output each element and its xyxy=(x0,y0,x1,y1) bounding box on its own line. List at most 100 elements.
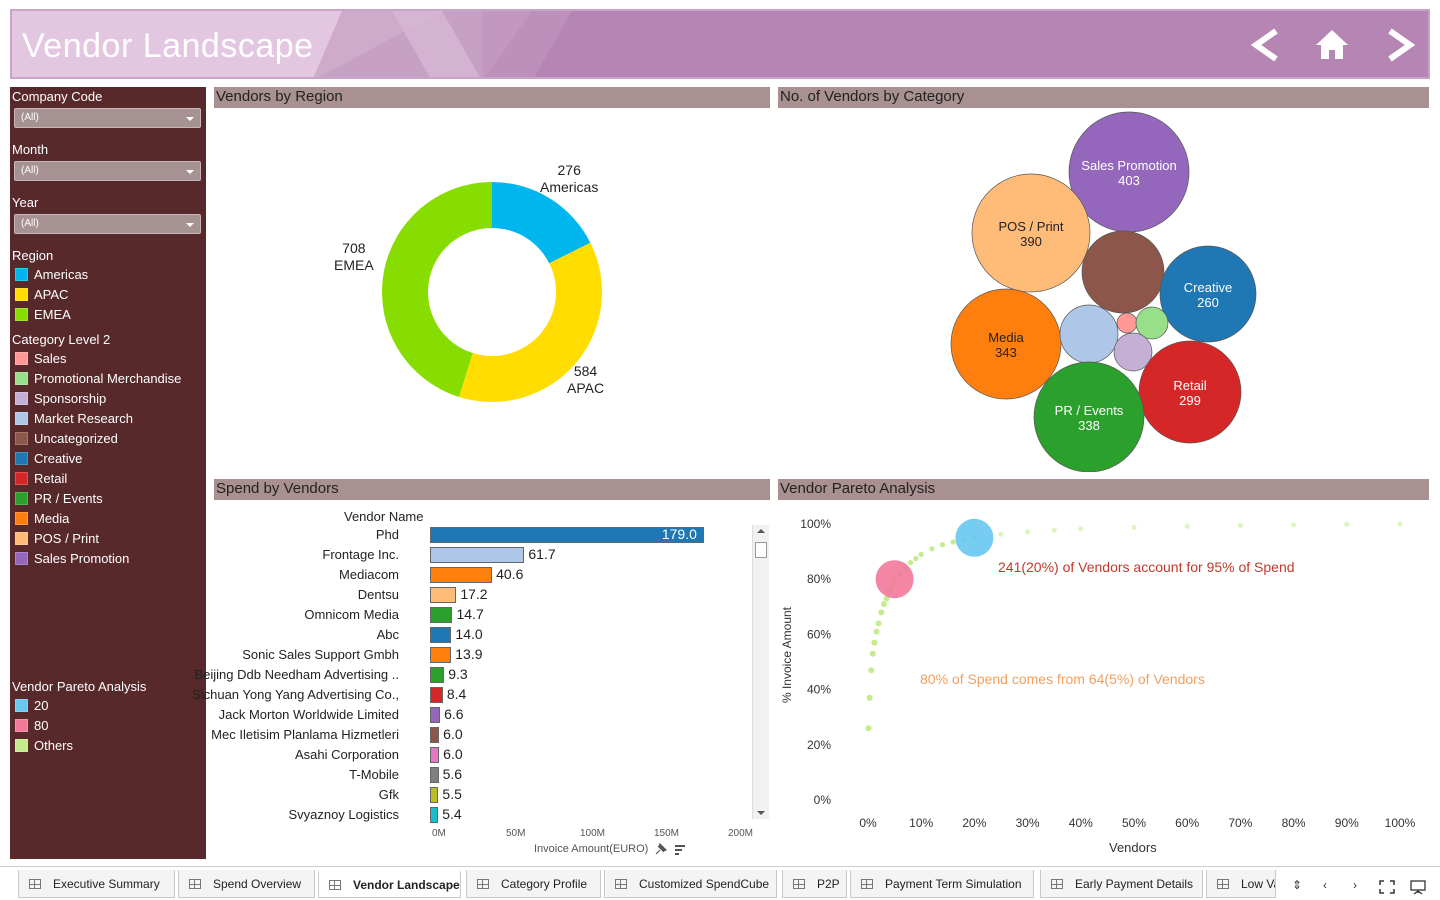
legend-item-americas[interactable]: Americas xyxy=(15,265,88,283)
pareto-point[interactable] xyxy=(998,531,1004,537)
forward-button[interactable] xyxy=(1378,25,1422,65)
pareto-point[interactable] xyxy=(1344,521,1350,527)
spend-bar[interactable] xyxy=(430,747,440,763)
spend-bar[interactable] xyxy=(430,587,457,603)
pareto-point[interactable] xyxy=(878,609,885,616)
spend-bar[interactable] xyxy=(430,767,439,783)
pareto-point[interactable] xyxy=(1078,526,1084,532)
bubble-promotional-merchandise[interactable] xyxy=(1135,306,1169,340)
bubble-sponsorship[interactable] xyxy=(1113,332,1153,372)
legend-item-creative[interactable]: Creative xyxy=(15,449,82,467)
pareto-point[interactable] xyxy=(880,601,887,608)
spend-bar[interactable] xyxy=(430,807,439,823)
bar-scrollbar[interactable] xyxy=(752,525,769,819)
spend-bar[interactable] xyxy=(430,627,452,643)
spend-bar[interactable] xyxy=(430,667,445,683)
bar-row-jack-morton-worldwide-limited[interactable]: Jack Morton Worldwide Limited 6.6 xyxy=(214,705,744,725)
tab-customized-spendcube[interactable]: Customized SpendCube xyxy=(604,870,777,898)
spend-bar[interactable] xyxy=(430,527,704,543)
scroll-up-icon[interactable] xyxy=(757,529,765,533)
pareto-point[interactable] xyxy=(929,546,935,552)
donut-slice-apac[interactable] xyxy=(459,242,602,402)
legend-item-80[interactable]: 80 xyxy=(15,716,48,734)
spend-bar[interactable] xyxy=(430,687,443,703)
bar-row-asahi-corporation[interactable]: Asahi Corporation 6.0 xyxy=(214,745,744,765)
legend-item-market-research[interactable]: Market Research xyxy=(15,409,133,427)
legend-item-sales[interactable]: Sales xyxy=(15,349,67,367)
year-dropdown[interactable]: (All) xyxy=(14,214,201,234)
spend-bar[interactable] xyxy=(430,607,453,623)
pareto-point[interactable] xyxy=(873,628,880,635)
pareto-point[interactable] xyxy=(1131,524,1137,530)
legend-item-uncategorized[interactable]: Uncategorized xyxy=(15,429,118,447)
legend-item-pos-print[interactable]: POS / Print xyxy=(15,529,99,547)
legend-item-media[interactable]: Media xyxy=(15,509,69,527)
pareto-point[interactable] xyxy=(913,555,919,562)
tab-next-icon[interactable]: › xyxy=(1353,878,1357,892)
legend-item-apac[interactable]: APAC xyxy=(15,285,68,303)
pareto-highlight-20[interactable] xyxy=(955,518,994,557)
legend-item-emea[interactable]: EMEA xyxy=(15,305,71,323)
legend-item-retail[interactable]: Retail xyxy=(15,469,67,487)
scroll-down-icon[interactable] xyxy=(757,811,765,815)
spend-bar[interactable] xyxy=(430,787,439,803)
bar-row-omnicom-media[interactable]: Omnicom Media 14.7 xyxy=(214,605,744,625)
bubble-uncategorized[interactable] xyxy=(1081,230,1165,314)
donut-slice-americas[interactable] xyxy=(492,182,591,264)
scroll-thumb[interactable] xyxy=(755,542,767,558)
legend-item-sales-promotion[interactable]: Sales Promotion xyxy=(15,549,129,567)
pareto-point[interactable] xyxy=(868,667,875,674)
pareto-highlight-80[interactable] xyxy=(875,560,914,599)
spend-bar[interactable] xyxy=(430,567,493,583)
legend-item-20[interactable]: 20 xyxy=(15,696,48,714)
home-button[interactable] xyxy=(1310,25,1354,65)
tab-early-payment-details[interactable]: Early Payment Details xyxy=(1040,870,1203,898)
tab-vendor-landscape[interactable]: Vendor Landscape xyxy=(318,870,461,898)
pareto-point[interactable] xyxy=(1291,522,1297,528)
back-button[interactable] xyxy=(1244,25,1288,65)
bar-row-phd[interactable]: Phd 179.0 xyxy=(214,525,744,545)
tab-menu-icon[interactable]: ⇕ xyxy=(1292,878,1303,892)
month-dropdown[interactable]: (All) xyxy=(14,161,201,181)
tab-prev-icon[interactable]: ‹ xyxy=(1323,878,1327,892)
bar-row-mediacom[interactable]: Mediacom 40.6 xyxy=(214,565,744,585)
spend-bar[interactable] xyxy=(430,647,452,663)
pareto-point[interactable] xyxy=(1051,527,1057,533)
pareto-point[interactable] xyxy=(1397,521,1403,527)
pareto-point[interactable] xyxy=(865,725,872,732)
pareto-point[interactable] xyxy=(950,539,956,545)
pareto-point[interactable] xyxy=(871,639,878,646)
tab-payment-term-simulation[interactable]: Payment Term Simulation xyxy=(850,870,1034,898)
donut-slice-emea[interactable] xyxy=(382,182,492,397)
tab-category-profile[interactable]: Category Profile xyxy=(466,870,601,898)
bubble-market-research[interactable] xyxy=(1059,304,1119,364)
bar-row-mec-iletisim-planlama-hizmetleri[interactable]: Mec Iletisim Planlama Hizmetleri 6.0 xyxy=(211,725,744,745)
pin-icon[interactable] xyxy=(655,843,668,855)
pareto-point[interactable] xyxy=(875,620,882,627)
bar-row-svyaznoy-logistics[interactable]: Svyaznoy Logistics 5.4 xyxy=(214,805,744,825)
tab-spend-overview[interactable]: Spend Overview xyxy=(178,870,315,898)
sort-icon[interactable] xyxy=(675,845,685,855)
bar-row-t-mobile[interactable]: T-Mobile 5.6 xyxy=(214,765,744,785)
legend-item-others[interactable]: Others xyxy=(15,736,73,754)
pareto-point[interactable] xyxy=(918,551,924,557)
pareto-point[interactable] xyxy=(866,694,873,701)
legend-item-pr-events[interactable]: PR / Events xyxy=(15,489,103,507)
fullscreen-icon[interactable] xyxy=(1379,880,1395,894)
pareto-point[interactable] xyxy=(907,560,914,566)
spend-bar[interactable] xyxy=(430,727,440,743)
bar-row-gfk[interactable]: Gfk 5.5 xyxy=(214,785,744,805)
bar-row-sonic-sales-support-gmbh[interactable]: Sonic Sales Support Gmbh 13.9 xyxy=(214,645,744,665)
presentation-icon[interactable] xyxy=(1409,879,1427,895)
pareto-point[interactable] xyxy=(1025,529,1031,535)
tab-low-va[interactable]: Low Va xyxy=(1206,870,1276,898)
bubble-sales[interactable] xyxy=(1116,312,1138,334)
tab-p2p[interactable]: P2P xyxy=(782,870,847,898)
bar-row-dentsu[interactable]: Dentsu 17.2 xyxy=(214,585,744,605)
